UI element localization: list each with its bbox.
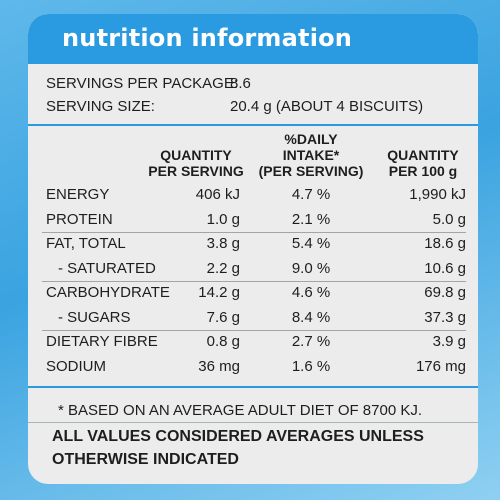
cell-per-serving: 7.6 g xyxy=(206,308,240,326)
row-label: PROTEIN xyxy=(46,210,113,228)
cell-per-100g: 10.6 g xyxy=(424,259,466,277)
col-header-per-serving: QUANTITY PER SERVING xyxy=(148,147,244,179)
row-label: SODIUM xyxy=(46,357,106,375)
cell-per-100g: 18.6 g xyxy=(424,235,466,252)
row-label: DIETARY FIBRE xyxy=(46,333,158,350)
cell-per-serving: 2.2 g xyxy=(206,259,240,277)
cell-per-100g: 176 mg xyxy=(415,357,466,375)
divider-bottom xyxy=(28,386,478,388)
col-header-per-100g: QUANTITY PER 100 g xyxy=(387,147,459,179)
panel-header: nutrition information xyxy=(28,14,478,64)
cell-per-serving: 36 mg xyxy=(198,357,240,375)
nutrition-panel: nutrition information SERVINGS PER PACKA… xyxy=(28,14,478,484)
col-header-daily-intake: %DAILY INTAKE* (PER SERVING) xyxy=(258,131,364,179)
servings-per-package-value: 8.6 xyxy=(230,75,251,92)
cell-per-100g: 1,990 kJ xyxy=(409,186,466,203)
divider-top xyxy=(28,124,478,126)
row-label: ENERGY xyxy=(46,186,110,203)
row-label: FAT, TOTAL xyxy=(46,235,126,252)
averages-note-line2: OTHERWISE INDICATED xyxy=(52,451,239,468)
cell-daily-intake: 9.0 % xyxy=(291,259,331,277)
row-separator xyxy=(42,281,466,282)
row-label: CARBOHYDRATE xyxy=(46,284,170,301)
cell-per-100g: 5.0 g xyxy=(432,210,466,228)
cell-per-serving: 0.8 g xyxy=(206,333,240,350)
cell-daily-intake: 2.7 % xyxy=(291,333,331,350)
cell-per-serving: 3.8 g xyxy=(206,235,240,252)
row-separator xyxy=(42,232,466,233)
cell-daily-intake: 4.7 % xyxy=(291,186,331,203)
row-label: - SUGARS xyxy=(58,308,131,326)
serving-size-value: 20.4 g (ABOUT 4 BISCUITS) xyxy=(230,98,424,115)
cell-per-serving: 14.2 g xyxy=(198,284,240,301)
divider-footnote xyxy=(28,422,478,423)
cell-per-serving: 1.0 g xyxy=(206,210,240,228)
cell-per-100g: 37.3 g xyxy=(424,308,466,326)
serving-size-label: SERVING SIZE: xyxy=(46,98,155,115)
row-separator xyxy=(42,330,466,331)
averages-note-line1: ALL VALUES CONSIDERED AVERAGES UNLESS xyxy=(52,428,424,445)
footnote: * BASED ON AN AVERAGE ADULT DIET OF 8700… xyxy=(58,402,423,419)
cell-daily-intake: 8.4 % xyxy=(291,308,331,326)
panel-title: nutrition information xyxy=(62,24,353,52)
cell-per-100g: 69.8 g xyxy=(424,284,466,301)
cell-daily-intake: 4.6 % xyxy=(291,284,331,301)
cell-daily-intake: 5.4 % xyxy=(291,235,331,252)
cell-per-100g: 3.9 g xyxy=(432,333,466,350)
row-label: - SATURATED xyxy=(58,259,156,277)
servings-per-package-label: SERVINGS PER PACKAGE: xyxy=(46,75,239,92)
cell-daily-intake: 2.1 % xyxy=(291,210,331,228)
cell-per-serving: 406 kJ xyxy=(195,186,240,203)
cell-daily-intake: 1.6 % xyxy=(291,357,331,375)
